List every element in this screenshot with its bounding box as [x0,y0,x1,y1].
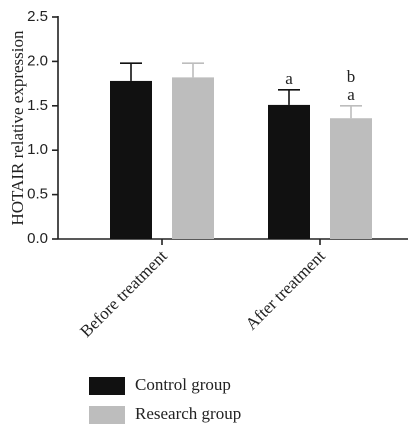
y-tick-label: 0.5 [27,186,48,203]
annotations: a ba [285,67,355,104]
x-tick-labels: Before treatment After treatment [76,239,329,341]
legend-swatch [89,377,125,395]
legend-label: Research group [135,404,241,423]
bar [268,104,310,239]
legend: Control group Research group [89,375,241,424]
significance-label: a [285,69,293,88]
y-tick-label: 2.5 [27,8,48,25]
y-ticks: 0.0 0.5 1.0 1.5 2.0 2.5 [27,8,58,247]
y-axis-title: HOTAIR relative expression [8,30,27,226]
significance-label: a [347,85,355,104]
bar [172,77,214,239]
significance-label: b [347,67,356,86]
y-tick-label: 1.0 [27,141,48,158]
bar [110,80,152,239]
y-tick-label: 0.0 [27,230,48,247]
legend-swatch [89,406,125,424]
bars [110,62,372,239]
y-tick-label: 1.5 [27,97,48,114]
y-tick-label: 2.0 [27,52,48,69]
bar [330,118,372,239]
legend-label: Control group [135,375,231,394]
x-tick-label: Before treatment [76,246,171,341]
x-tick-label: After treatment [242,246,329,333]
